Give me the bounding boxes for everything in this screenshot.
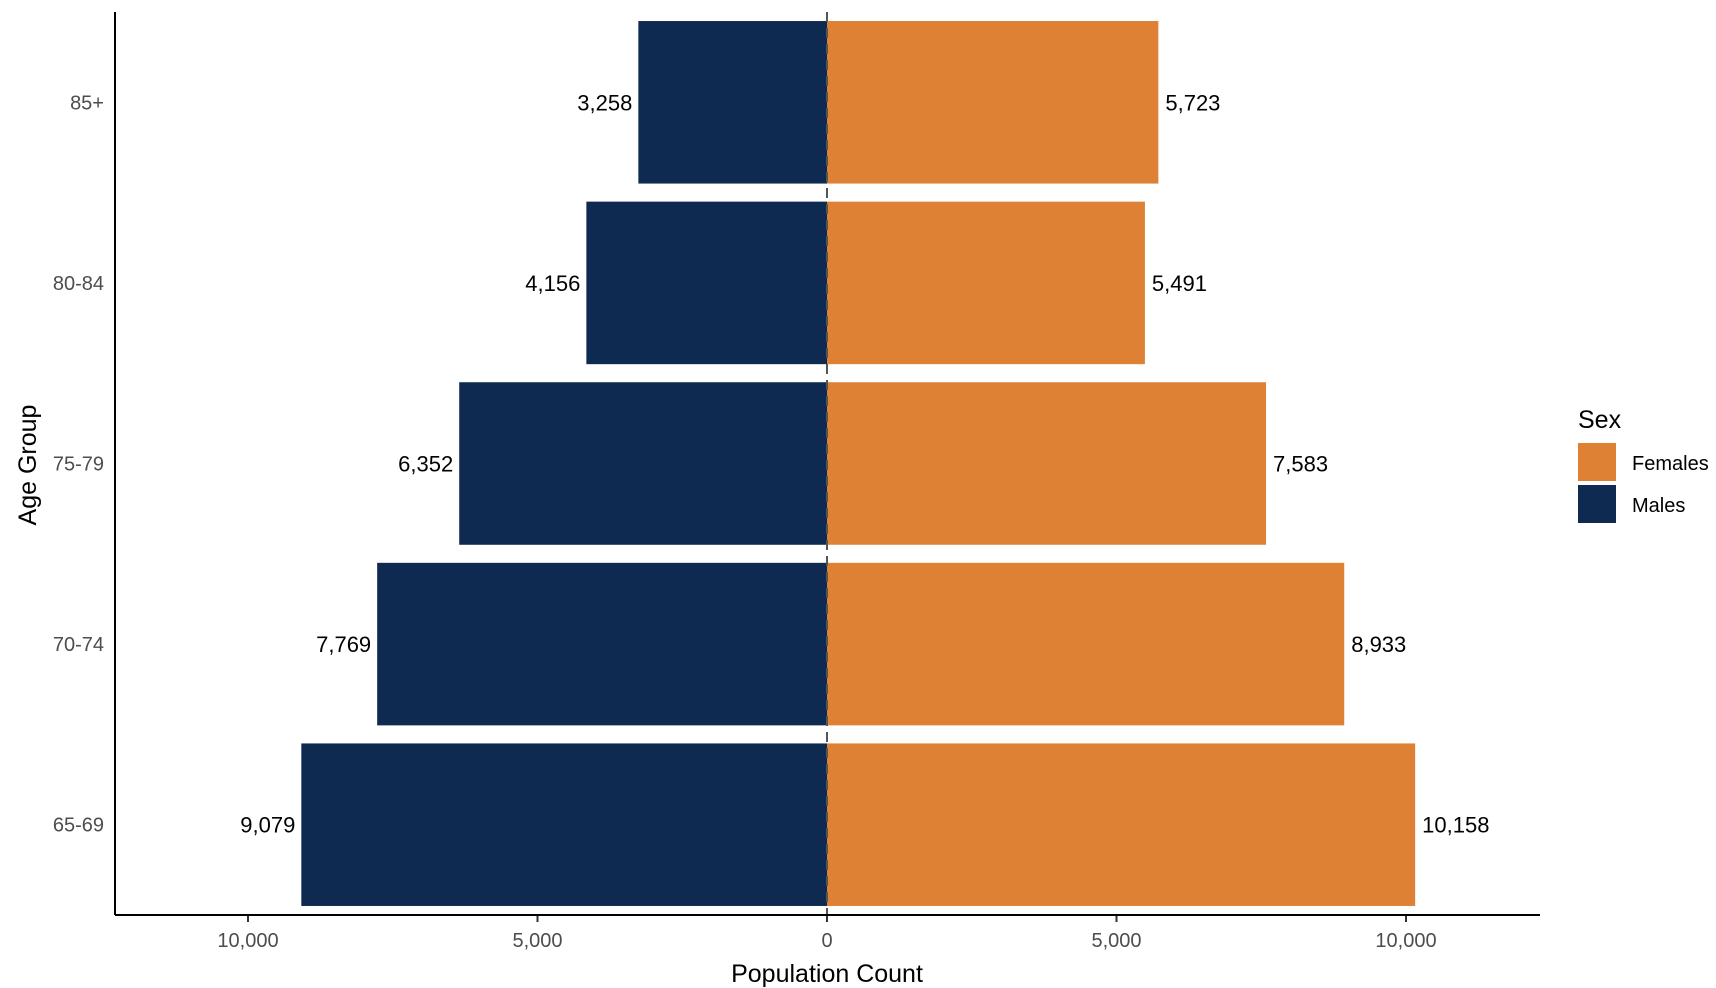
- legend: Sex Females Males: [1578, 406, 1709, 523]
- data-label-males-65-69: 9,079: [240, 813, 295, 838]
- bar-males-80-84: [586, 201, 827, 365]
- bar-females-75-79: [827, 382, 1267, 545]
- bar-males-75-79: [459, 382, 827, 545]
- bar-females-80-84: [827, 201, 1145, 365]
- bar-females-70-74: [827, 562, 1345, 726]
- bar-males-65-69: [301, 743, 827, 906]
- bar-females-65-69: [827, 743, 1416, 906]
- legend-swatch-females: [1578, 443, 1616, 481]
- x-tick-label: 10,000: [1375, 930, 1436, 952]
- x-axis-title: Population Count: [731, 960, 923, 988]
- legend-label-females: Females: [1632, 453, 1709, 475]
- x-tick-label: 0: [821, 930, 832, 952]
- y-axis-title: Age Group: [14, 405, 42, 526]
- data-label-males-80-84: 4,156: [525, 271, 580, 296]
- x-tick-label: 10,000: [217, 930, 278, 952]
- y-tick-label-85+: 85+: [70, 92, 104, 114]
- bar-males-85+: [638, 21, 827, 184]
- legend-swatch-males: [1578, 485, 1616, 523]
- x-tick-label: 5,000: [512, 930, 562, 952]
- x-tick-label: 5,000: [1091, 930, 1141, 952]
- data-label-males-70-74: 7,769: [316, 632, 371, 657]
- data-label-females-75-79: 7,583: [1273, 452, 1328, 477]
- y-tick-label-70-74: 70-74: [53, 634, 104, 656]
- y-tick-label-80-84: 80-84: [53, 273, 104, 295]
- data-label-males-85+: 3,258: [577, 90, 632, 115]
- data-label-females-65-69: 10,158: [1422, 813, 1489, 838]
- data-label-males-75-79: 6,352: [398, 452, 453, 477]
- bar-males-70-74: [377, 562, 827, 726]
- legend-label-males: Males: [1632, 495, 1685, 517]
- legend-title: Sex: [1578, 406, 1622, 434]
- data-label-females-70-74: 8,933: [1351, 632, 1406, 657]
- y-tick-label-75-79: 75-79: [53, 454, 104, 476]
- plot-area: 9,079 10,158 65-69 7,769 8,933 70-74 6,352 7,58…: [53, 12, 1489, 952]
- data-label-females-80-84: 5,491: [1152, 271, 1207, 296]
- data-label-females-85+: 5,723: [1165, 90, 1220, 115]
- bar-females-85+: [827, 21, 1159, 184]
- y-tick-label-65-69: 65-69: [53, 815, 104, 837]
